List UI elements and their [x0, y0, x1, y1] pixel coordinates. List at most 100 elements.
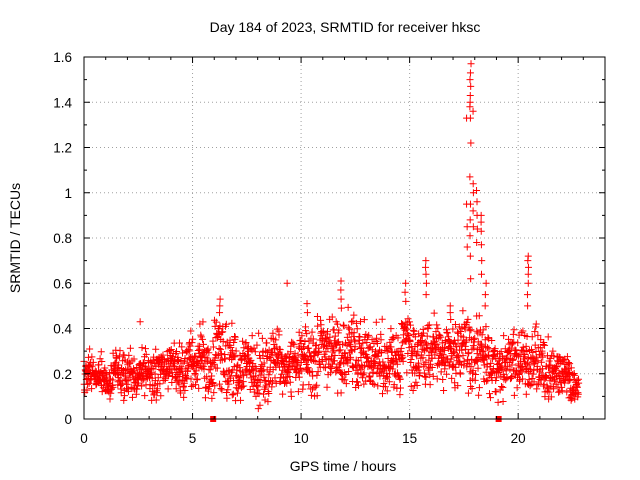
data-point: [302, 360, 310, 368]
data-point: [175, 380, 183, 388]
data-point: [473, 186, 481, 194]
data-point: [141, 392, 149, 400]
data-point: [507, 344, 515, 352]
data-point: [332, 368, 340, 376]
data-point: [433, 375, 441, 383]
data-point: [205, 349, 213, 357]
data-point: [128, 393, 136, 401]
data-point: [502, 367, 510, 375]
data-point: [446, 309, 454, 317]
data-point: [353, 325, 361, 333]
data-point: [551, 376, 559, 384]
data-point: [459, 352, 467, 360]
data-point: [248, 332, 256, 340]
data-point: [263, 339, 271, 347]
data-point: [529, 370, 537, 378]
data-point: [499, 397, 507, 405]
data-point: [89, 358, 97, 366]
data-point: [549, 347, 557, 355]
data-point: [563, 388, 571, 396]
data-point: [187, 375, 195, 383]
data-point: [469, 107, 477, 115]
data-point: [276, 346, 284, 354]
data-point: [469, 223, 477, 231]
data-point: [464, 389, 472, 397]
data-point: [201, 394, 209, 402]
data-point: [537, 358, 545, 366]
data-point: [550, 352, 558, 360]
data-point: [193, 375, 201, 383]
data-point: [126, 344, 134, 352]
data-point: [481, 302, 489, 310]
data-point: [197, 331, 205, 339]
data-point: [514, 371, 522, 379]
data-point: [517, 329, 525, 337]
data-point: [239, 371, 247, 379]
data-point: [305, 381, 313, 389]
data-point: [454, 336, 462, 344]
data-point: [396, 384, 404, 392]
data-point: [335, 326, 343, 334]
data-point: [360, 316, 368, 324]
y-tick-label: 1: [64, 186, 72, 201]
data-point: [466, 232, 474, 240]
data-point: [513, 384, 521, 392]
data-point: [286, 378, 294, 386]
data-point: [430, 309, 438, 317]
data-point: [188, 339, 196, 347]
data-point: [217, 345, 225, 353]
y-tick-label: 0.4: [53, 322, 72, 337]
data-point: [98, 357, 106, 365]
data-point: [464, 350, 472, 358]
data-point: [434, 324, 442, 332]
data-point: [180, 379, 188, 387]
data-point: [355, 340, 363, 348]
y-tick-label: 0.8: [53, 231, 72, 246]
data-point: [272, 379, 280, 387]
data-point: [177, 389, 185, 397]
data-point: [337, 295, 345, 303]
data-point: [204, 345, 212, 353]
data-point: [422, 291, 430, 299]
y-axis-label: SRMTID / TECUs: [7, 183, 23, 293]
data-point: [120, 396, 128, 404]
data-point: [260, 359, 268, 367]
data-point: [431, 351, 439, 359]
data-point: [118, 380, 126, 388]
x-tick-label: 10: [294, 431, 309, 446]
data-point: [152, 345, 160, 353]
data-point: [244, 351, 252, 359]
data-point: [109, 383, 117, 391]
data-point: [420, 329, 428, 337]
data-point: [279, 390, 287, 398]
data-point: [396, 391, 404, 399]
data-point: [508, 361, 516, 369]
data-point: [482, 279, 490, 287]
data-point: [197, 353, 205, 361]
data-point: [379, 358, 387, 366]
data-point: [121, 392, 129, 400]
data-point: [194, 347, 202, 355]
data-point: [310, 356, 318, 364]
data-point: [301, 338, 309, 346]
data-point: [211, 382, 219, 390]
data-point: [443, 370, 451, 378]
data-point: [474, 364, 482, 372]
data-point: [303, 300, 311, 308]
data-point: [424, 325, 432, 333]
data-point: [500, 332, 508, 340]
data-point: [384, 373, 392, 381]
data-point: [473, 239, 481, 247]
data-point: [290, 341, 298, 349]
data-point: [92, 381, 100, 389]
data-point: [350, 311, 358, 319]
data-point: [412, 378, 420, 386]
data-point: [426, 381, 434, 389]
data-point: [387, 325, 395, 333]
data-point: [509, 330, 517, 338]
data-point: [203, 373, 211, 381]
data-point: [328, 313, 336, 321]
data-point: [359, 347, 367, 355]
data-point: [174, 353, 182, 361]
data-point: [402, 297, 410, 305]
